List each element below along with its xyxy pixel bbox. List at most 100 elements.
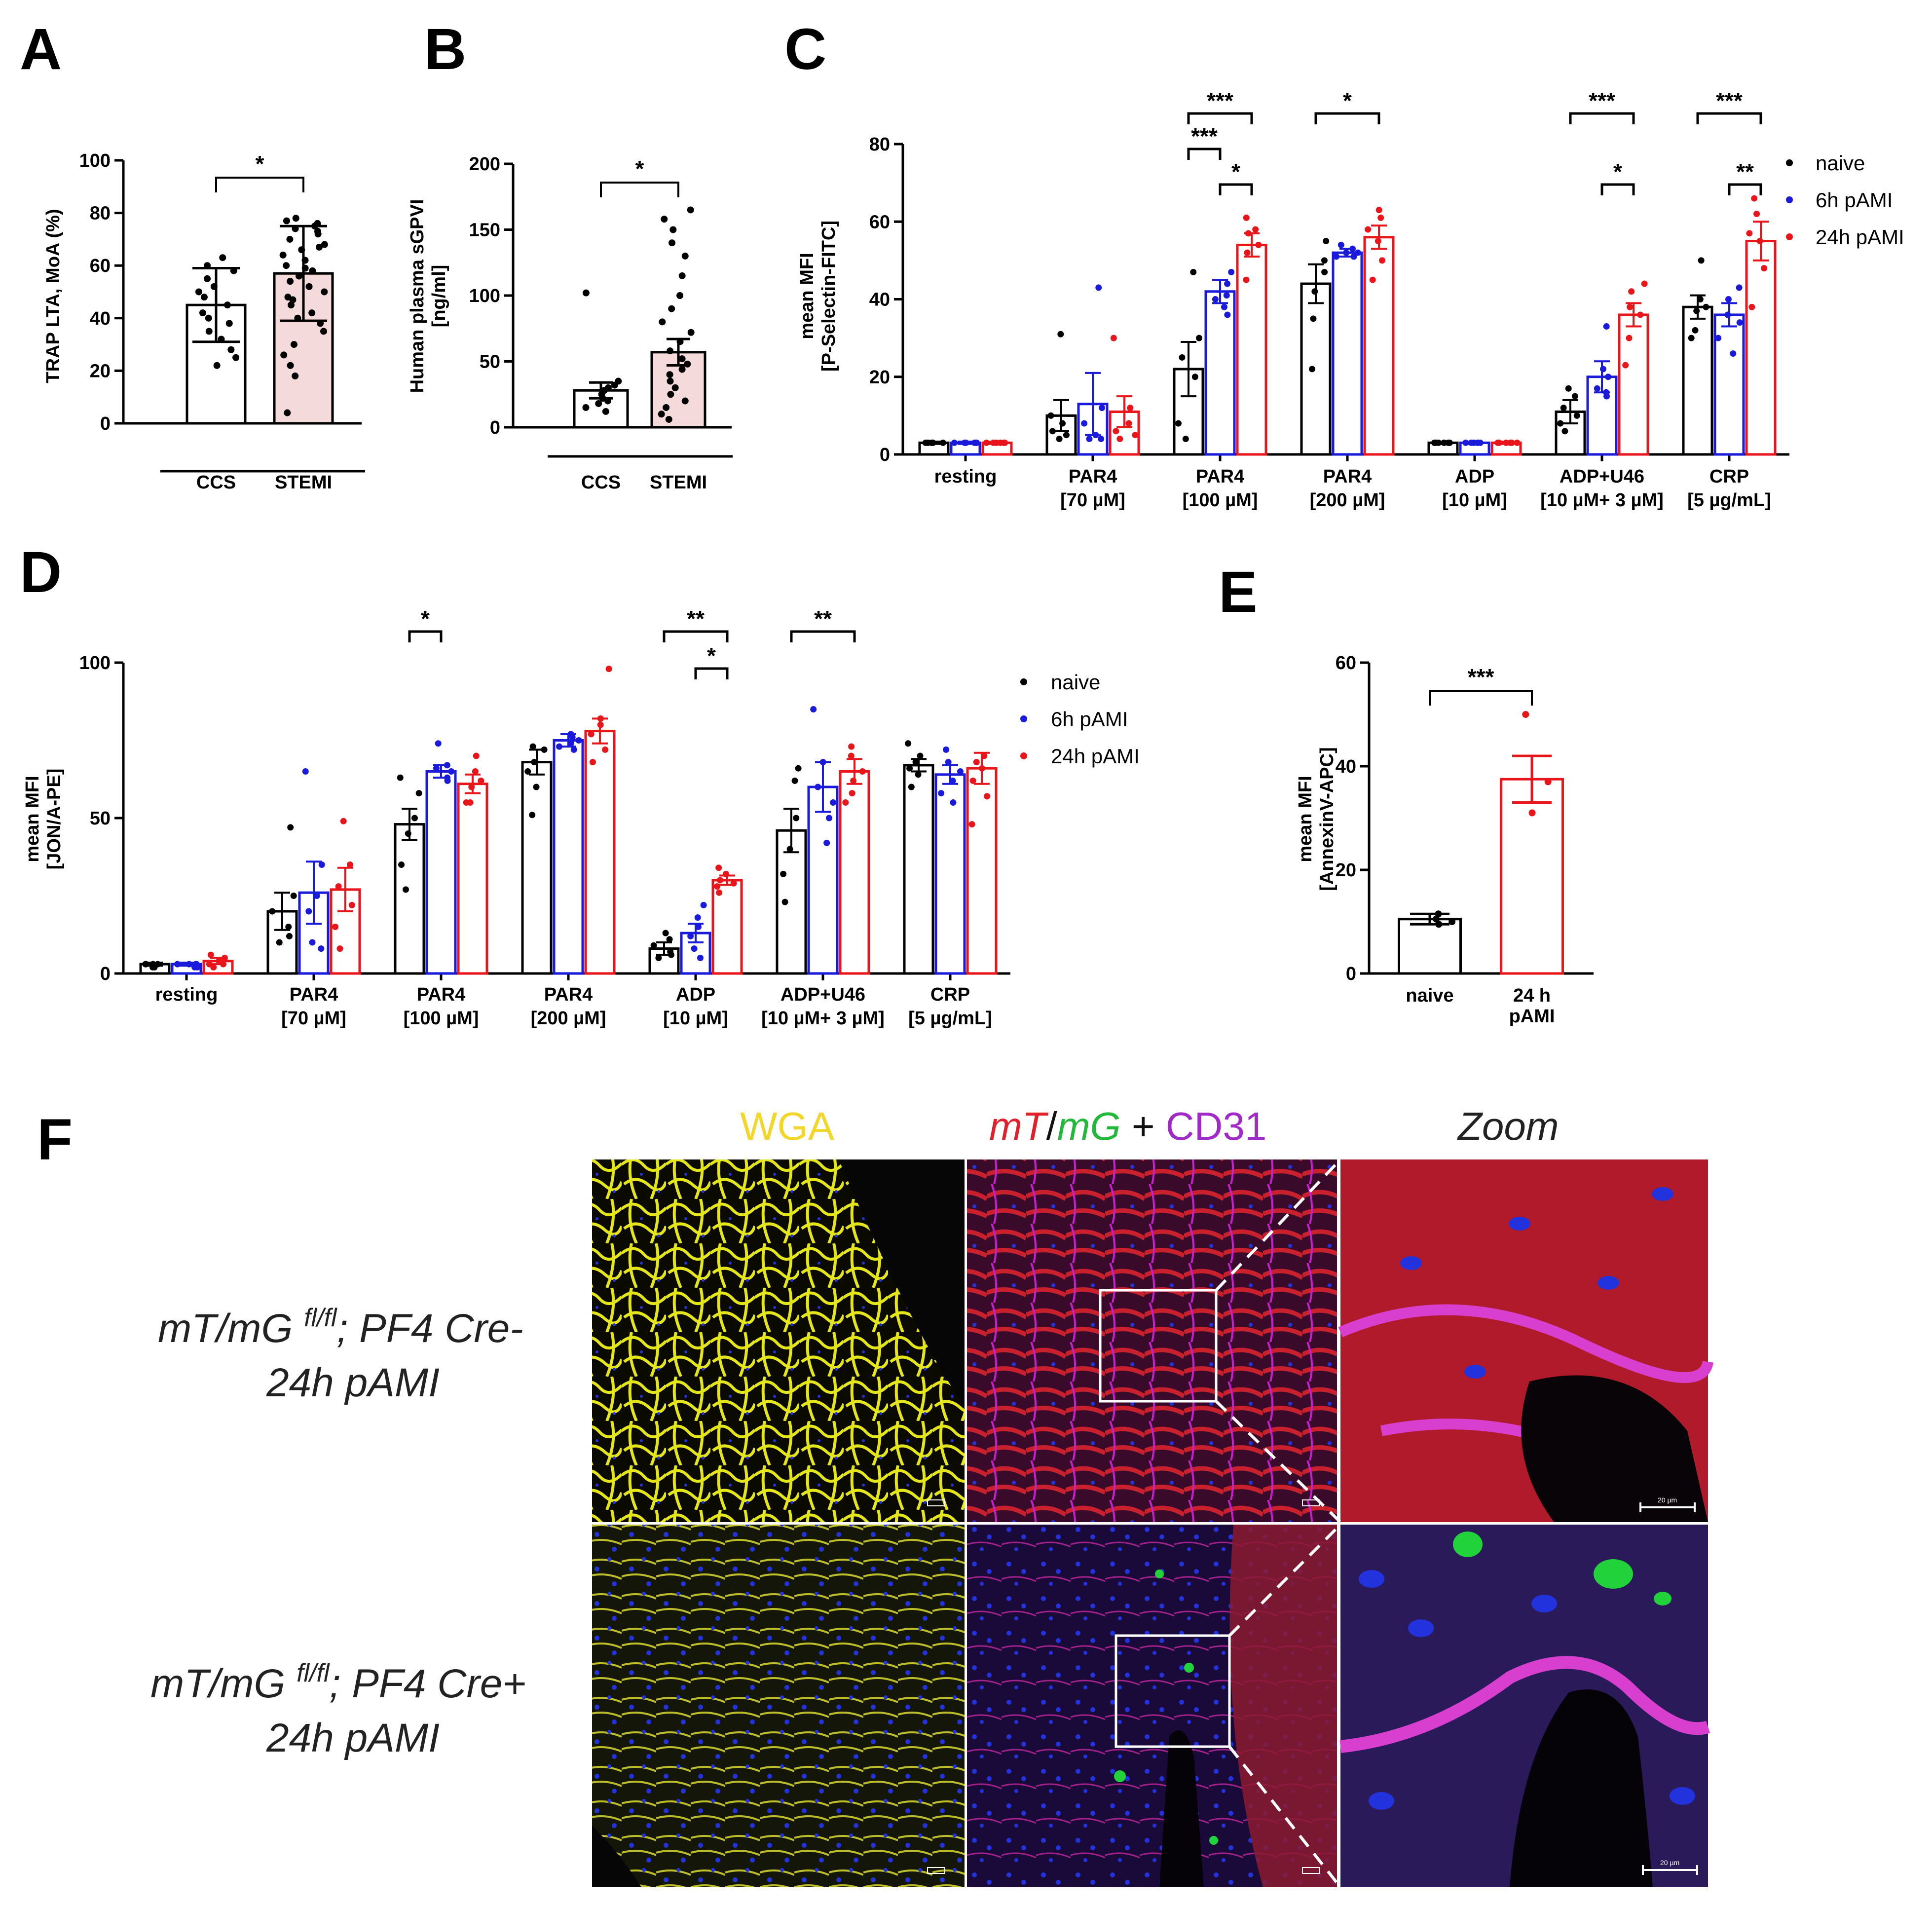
chart-d-data-point [287,824,294,831]
chart-d-bar-24h-pami [457,783,488,975]
chart-d-data-point [186,961,192,968]
chart-d-data-point [915,771,922,778]
chart-d-data-point [700,901,707,908]
chart-a-data-point [227,346,235,353]
chart-d-data-point [605,666,612,673]
panel-label-e: E [1219,560,1258,625]
chart-b-category-label: CCS [581,472,621,493]
chart-c-data-point [1557,420,1564,427]
chart-c-data-point [1110,335,1117,341]
nucleus [1531,1595,1557,1612]
chart-c-data-point [1338,241,1344,248]
chart-a-data-point [308,309,316,317]
legend-d-24h: 24h pAMI [1051,745,1140,768]
chart-c-data-point [1746,230,1753,237]
chart-a-significance-bracket [215,177,304,192]
chart-d-data-point [335,883,342,890]
chart-a-data-point [280,351,288,359]
chart-a-y-tick-label: 80 [90,203,111,224]
chart-c-data-point [1310,315,1317,322]
chart-d-data-point [791,777,798,784]
chart-c-data-point [1252,226,1259,233]
chart-c-data-point [1594,385,1600,392]
chart-d-data-point [905,740,912,747]
nucleus [1652,1187,1673,1201]
micrograph-wga-cre-minus-void [839,1159,965,1406]
chart-d-y-axis-label: mean MFI[JON/A-PE] [22,769,65,870]
chart-a-data-point [204,262,211,269]
chart-a-data-point [219,254,226,262]
chart-a-data-point [287,278,294,285]
chart-d-data-point [780,870,787,877]
chart-c-data-point [1255,241,1262,248]
chart-c-data-point [1693,307,1700,314]
chart-d-data-point [716,889,723,896]
mt-cre-plus-lumen [1159,1730,1204,1887]
chart-d-data-point [435,740,442,747]
chart-d-data-point [529,812,536,819]
chart-c-y-tick-label: 20 [869,367,890,388]
chart-d-data-point [668,951,675,958]
chart-c-significance-label: *** [1589,88,1615,113]
chart-c-significance-label: * [1343,88,1352,113]
chart-a-data-point [305,283,313,290]
col-title-slash: / [1046,1104,1058,1148]
legend-d: naive 6h pAMI 24h pAMI [1020,671,1140,768]
chart-c-significance-label: ** [1736,159,1754,185]
chart-b: 0 50 100 150 200 Human plasma sGPVI[ng/ml] CCS… [407,154,733,493]
chart-d-data-point [597,715,604,722]
chart-d-data-point [938,790,945,797]
nucleus [1598,1276,1619,1290]
legend-c-6h-swatch [1786,196,1793,203]
chart-d-data-point [444,762,450,769]
chart-c-category-label: CRP [1709,466,1749,487]
chart-d-category-label: PAR4 [417,984,466,1005]
row-label-cre-plus: mT/mG fl/fl; PF4 Cre+ [150,1659,526,1706]
chart-a-data-point [195,288,202,296]
chart-c-data-point [1599,366,1606,373]
chart-c-significance-label: *** [1716,88,1743,113]
chart-c-data-point [1116,436,1123,443]
chart-d-data-point [697,955,704,961]
chart-c-data-point [1560,405,1567,411]
chart-d-data-point [575,737,582,744]
chart-c-data-point [1715,335,1722,341]
nucleus [1509,1217,1530,1231]
chart-a-y-tick-label: 100 [79,150,111,171]
col-title-zoom: Zoom [1457,1104,1559,1148]
chart-c-data-point [1641,280,1648,287]
chart-c-data-point [1228,268,1235,275]
chart-c-data-point [1125,420,1132,427]
chart-d-data-point [908,784,915,790]
chart-c-significance-bracket [1314,112,1380,124]
chart-d-significance-label: ** [814,606,832,632]
row1-rest: ; PF4 Cre- [337,1306,523,1351]
chart-c-significance-bracket [1600,183,1635,195]
green-platelet [1654,1592,1672,1606]
chart-d-y-label-line: [JON/A-PE] [44,769,65,870]
chart-d-data-point [276,939,283,946]
chart-c-category-label: PAR4 [1069,466,1117,487]
row-label-cre-minus-2: 24h pAMI [266,1360,440,1405]
chart-d-category-label: [5 µg/mL] [908,1008,992,1029]
chart-c-significance-label: *** [1191,123,1218,149]
chart-b-data-point [669,239,676,247]
chart-d-data-point [569,734,576,741]
chart-d-data-point [402,886,409,893]
chart-c-data-point [1049,428,1056,435]
chart-b-data-point [659,318,666,326]
chart-c-data-point [1092,432,1099,439]
chart-c-data-point [1628,288,1635,295]
green-platelet [1453,1532,1483,1557]
chart-a-data-point [301,264,309,272]
chart-d-data-point [830,799,837,806]
chart-c-data-point [1099,405,1106,411]
chart-d-data-point [340,818,347,824]
chart-c-data-point [929,439,936,446]
chart-d-data-point [978,765,985,772]
chart-b-data-point [663,404,670,411]
chart-e-y-axis-label: mean MFI[AnnexinV-APC] [1295,747,1338,891]
chart-c-data-point [1365,226,1372,233]
chart-d-data-point [174,961,181,968]
green-platelet [1155,1570,1164,1578]
